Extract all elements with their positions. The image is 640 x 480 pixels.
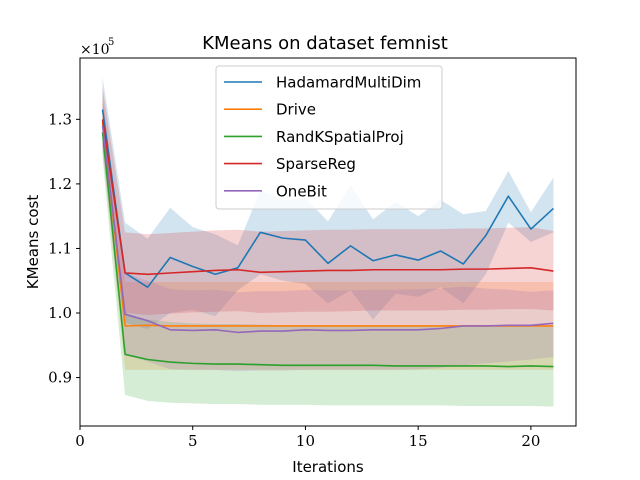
series-line-sparsereg (101, 119, 554, 276)
y-axis-ticks: 0.9 1.0 1.1 1.2 1.3 (48, 110, 80, 387)
series-line-onebit (101, 125, 554, 334)
chart-title: KMeans on dataset femnist (202, 33, 448, 54)
x-tick-label: 0 (75, 432, 85, 450)
confidence-bands (102, 77, 554, 407)
band-onebit (102, 99, 554, 372)
y-tick-label: 1.0 (48, 304, 72, 322)
y-multiplier-base: ×10 (80, 42, 110, 58)
legend-label-randkspatialproj: RandKSpatialProj (276, 128, 404, 146)
x-axis-label: Iterations (292, 458, 364, 476)
series-line-randkspatialproj (101, 132, 554, 368)
legend-label-onebit: OneBit (276, 182, 327, 200)
legend-label-hadamardmultidim: HadamardMultiDim (276, 74, 421, 92)
y-multiplier-exponent: 5 (108, 37, 114, 48)
x-tick-label: 5 (188, 432, 198, 450)
x-tick-label: 15 (409, 432, 428, 450)
series-lines (101, 109, 554, 368)
legend: HadamardMultiDim Drive RandKSpatialProj Spa… (215, 65, 443, 210)
legend-label-drive: Drive (276, 101, 316, 119)
band-sparsereg (102, 87, 554, 315)
x-tick-label: 20 (521, 432, 540, 450)
series-line-hadamardmultidim (101, 109, 554, 288)
y-tick-label: 1.3 (48, 110, 72, 128)
legend-label-sparsereg: SparseReg (276, 155, 356, 173)
band-drive (102, 93, 554, 370)
plot-frame (79, 57, 577, 427)
y-tick-label: 1.1 (48, 239, 72, 257)
band-randkspatialproj (102, 106, 554, 407)
y-axis-multiplier: ×10 5 (80, 37, 114, 58)
x-axis-ticks: 0 5 10 15 20 (75, 426, 540, 450)
band-hadamardmultidim (102, 77, 554, 330)
legend-box (215, 65, 443, 210)
y-axis-label: KMeans cost (24, 195, 42, 290)
y-tick-label: 0.9 (48, 369, 72, 387)
x-tick-label: 10 (296, 432, 315, 450)
y-tick-label: 1.2 (48, 175, 72, 193)
